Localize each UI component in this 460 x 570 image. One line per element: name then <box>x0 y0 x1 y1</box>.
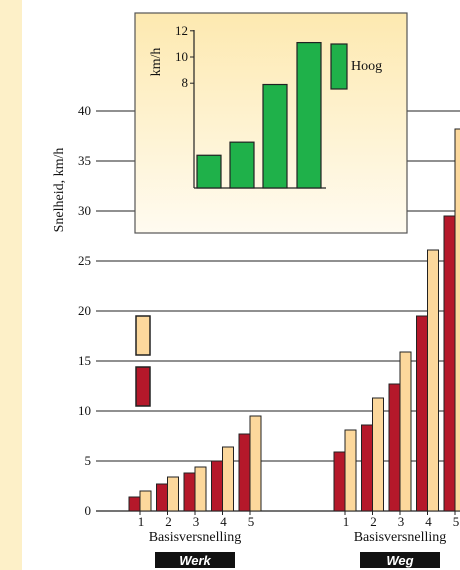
x-axis-label: Basisversnelling <box>354 530 447 545</box>
group-label: Werk <box>179 553 211 568</box>
group-label: Weg <box>386 553 413 568</box>
y-tick-label: 0 <box>85 503 92 518</box>
bar-high <box>249 415 262 512</box>
y-tick-label: 15 <box>78 353 91 368</box>
y-tick-label: 40 <box>78 103 91 118</box>
bar-low <box>156 483 168 512</box>
bar-low <box>211 460 223 512</box>
y-tick-label: 35 <box>78 153 91 168</box>
group-label-bg <box>360 552 440 568</box>
bar-low <box>238 433 251 512</box>
bar-high <box>427 249 439 512</box>
inset-y-tick-label: 8 <box>182 75 189 90</box>
bar-high <box>399 351 412 512</box>
bar-high <box>167 476 179 512</box>
y-tick-label: 30 <box>78 203 91 218</box>
x-tick-label: 3 <box>398 514 405 529</box>
bar-low <box>183 472 196 512</box>
inset-plot: 8 10 12 km/h Hoog <box>149 23 382 189</box>
y-tick-label: 10 <box>78 403 91 418</box>
bar-low <box>416 315 428 512</box>
x-tick-label: 5 <box>248 514 255 529</box>
legend-swatch-low <box>135 366 151 407</box>
x-tick-label: 1 <box>343 514 350 529</box>
x-tick-label: 3 <box>193 514 200 529</box>
inset-bar <box>262 83 288 189</box>
y-tick-label: 5 <box>85 453 92 468</box>
x-tick-label: 4 <box>425 514 432 529</box>
inset-y-axis-label: km/h <box>149 48 164 77</box>
bar-high <box>139 490 152 512</box>
y-tick-label: 20 <box>78 303 91 318</box>
group-label-bg <box>155 552 235 568</box>
x-tick-label: 2 <box>370 514 377 529</box>
bar-low <box>128 496 141 512</box>
y-axis-ticks: 0 5 10 15 20 25 30 35 40 <box>78 103 91 518</box>
x-tick-label: 1 <box>138 514 145 529</box>
inset-bar <box>296 41 322 189</box>
inset-y-tick-label: 10 <box>175 49 188 64</box>
bar-low <box>388 383 401 512</box>
bar-high <box>194 466 207 512</box>
inset-bar <box>229 141 255 189</box>
inset-chart: 8 10 12 km/h Hoog <box>134 12 408 234</box>
legend-label-hoog: Hoog <box>351 59 382 74</box>
x-tick-label: 4 <box>220 514 227 529</box>
x-tick-label: 5 <box>453 514 460 529</box>
y-axis-label: Snelheid, km/h <box>52 148 67 233</box>
sidebar-stripe <box>0 0 22 570</box>
legend-swatch-hoog <box>330 43 348 90</box>
x-tick-label: 2 <box>165 514 172 529</box>
x-axis-labels: 1 2 3 4 5 Basisversnelling Werk 1 2 3 4 5 Basisversn… <box>138 511 460 568</box>
bar-high <box>372 397 384 512</box>
bar-low <box>361 424 373 512</box>
bar-high <box>344 429 357 512</box>
y-tick-label: 25 <box>78 253 91 268</box>
bar-low <box>333 451 346 512</box>
bar-marks <box>128 128 460 512</box>
bar-high <box>222 446 234 512</box>
legend-swatch-high <box>135 315 151 356</box>
inset-y-tick-label: 12 <box>175 23 188 38</box>
inset-bar <box>196 154 222 189</box>
bar-high <box>454 128 460 512</box>
bar-low <box>443 215 456 512</box>
x-axis-label: Basisversnelling <box>149 530 242 545</box>
